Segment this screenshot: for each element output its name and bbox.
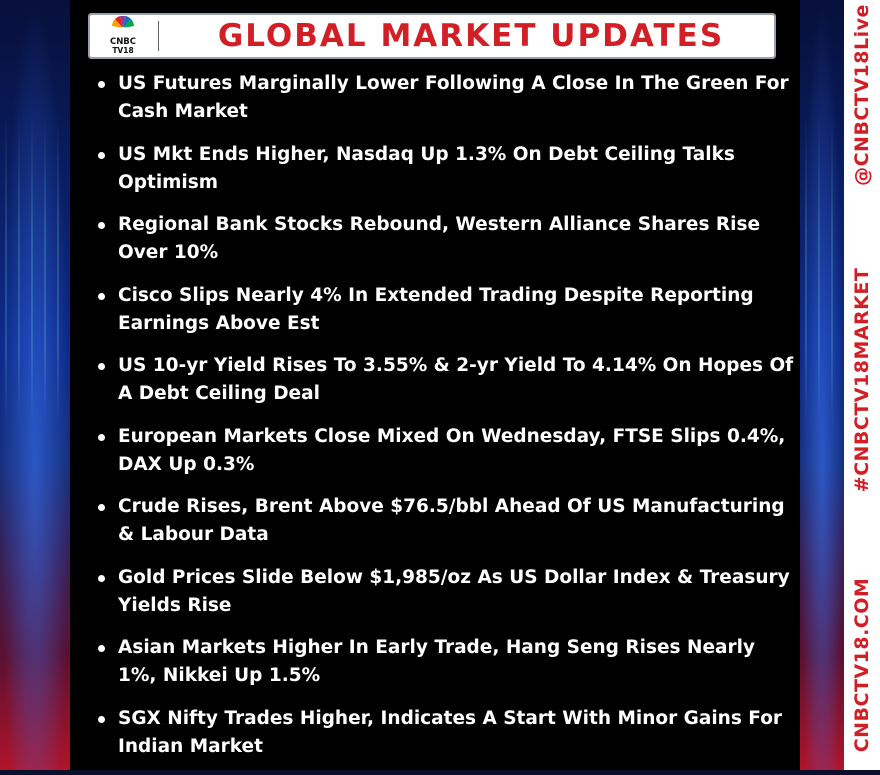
- bullet-icon: [98, 152, 105, 159]
- bullet-icon: [98, 81, 105, 88]
- website-label: CNBCTV18.COM: [851, 578, 873, 753]
- update-text: Regional Bank Stocks Rebound, Western Al…: [118, 214, 760, 263]
- update-text: Crude Rises, Brent Above $76.5/bbl Ahead…: [118, 496, 785, 545]
- bullet-icon: [98, 716, 105, 723]
- list-item: Asian Markets Higher In Early Trade, Han…: [95, 634, 795, 705]
- bullet-icon: [98, 222, 105, 229]
- list-item: Crude Rises, Brent Above $76.5/bbl Ahead…: [95, 493, 795, 564]
- list-item: European Markets Close Mixed On Wednesda…: [95, 423, 795, 494]
- background-market-image-left: [0, 0, 70, 770]
- list-item: Regional Bank Stocks Rebound, Western Al…: [95, 211, 795, 282]
- social-handle: @CNBCTV18Live: [851, 4, 873, 186]
- logo-divider: [158, 21, 159, 51]
- bullet-icon: [98, 434, 105, 441]
- bullet-icon: [98, 575, 105, 582]
- update-text: European Markets Close Mixed On Wednesda…: [118, 426, 785, 475]
- update-text: SGX Nifty Trades Higher, Indicates A Sta…: [118, 708, 782, 757]
- update-text: US 10-yr Yield Rises To 3.55% & 2-yr Yie…: [118, 355, 793, 404]
- list-item: Cisco Slips Nearly 4% In Extended Tradin…: [95, 282, 795, 353]
- bullet-icon: [98, 363, 105, 370]
- list-item: US Futures Marginally Lower Following A …: [95, 70, 795, 141]
- cnbc-tv18-logo: CNBC TV18: [94, 16, 152, 56]
- list-item: US Mkt Ends Higher, Nasdaq Up 1.3% On De…: [95, 141, 795, 212]
- logo-text-tv18: TV18: [112, 46, 133, 55]
- header-banner: CNBC TV18 GLOBAL MARKET UPDATES: [88, 13, 776, 59]
- update-text: Gold Prices Slide Below $1,985/oz As US …: [118, 567, 790, 616]
- list-item: SGX Nifty Trades Higher, Indicates A Sta…: [95, 705, 795, 775]
- update-text: Asian Markets Higher In Early Trade, Han…: [118, 637, 755, 686]
- background-market-image-right: [800, 0, 844, 770]
- bullet-icon: [98, 293, 105, 300]
- list-item: US 10-yr Yield Rises To 3.55% & 2-yr Yie…: [95, 352, 795, 423]
- bullet-icon: [98, 504, 105, 511]
- update-text: US Futures Marginally Lower Following A …: [118, 73, 789, 122]
- page-title: GLOBAL MARKET UPDATES: [166, 13, 776, 59]
- updates-list: US Futures Marginally Lower Following A …: [95, 70, 795, 775]
- update-text: US Mkt Ends Higher, Nasdaq Up 1.3% On De…: [118, 144, 735, 193]
- bullet-icon: [98, 645, 105, 652]
- update-text: Cisco Slips Nearly 4% In Extended Tradin…: [118, 285, 754, 334]
- hashtag-label: #CNBCTV18MARKET: [851, 268, 873, 493]
- list-item: Gold Prices Slide Below $1,985/oz As US …: [95, 564, 795, 635]
- brand-sidebar: @CNBCTV18Live #CNBCTV18MARKET CNBCTV18.C…: [844, 0, 880, 770]
